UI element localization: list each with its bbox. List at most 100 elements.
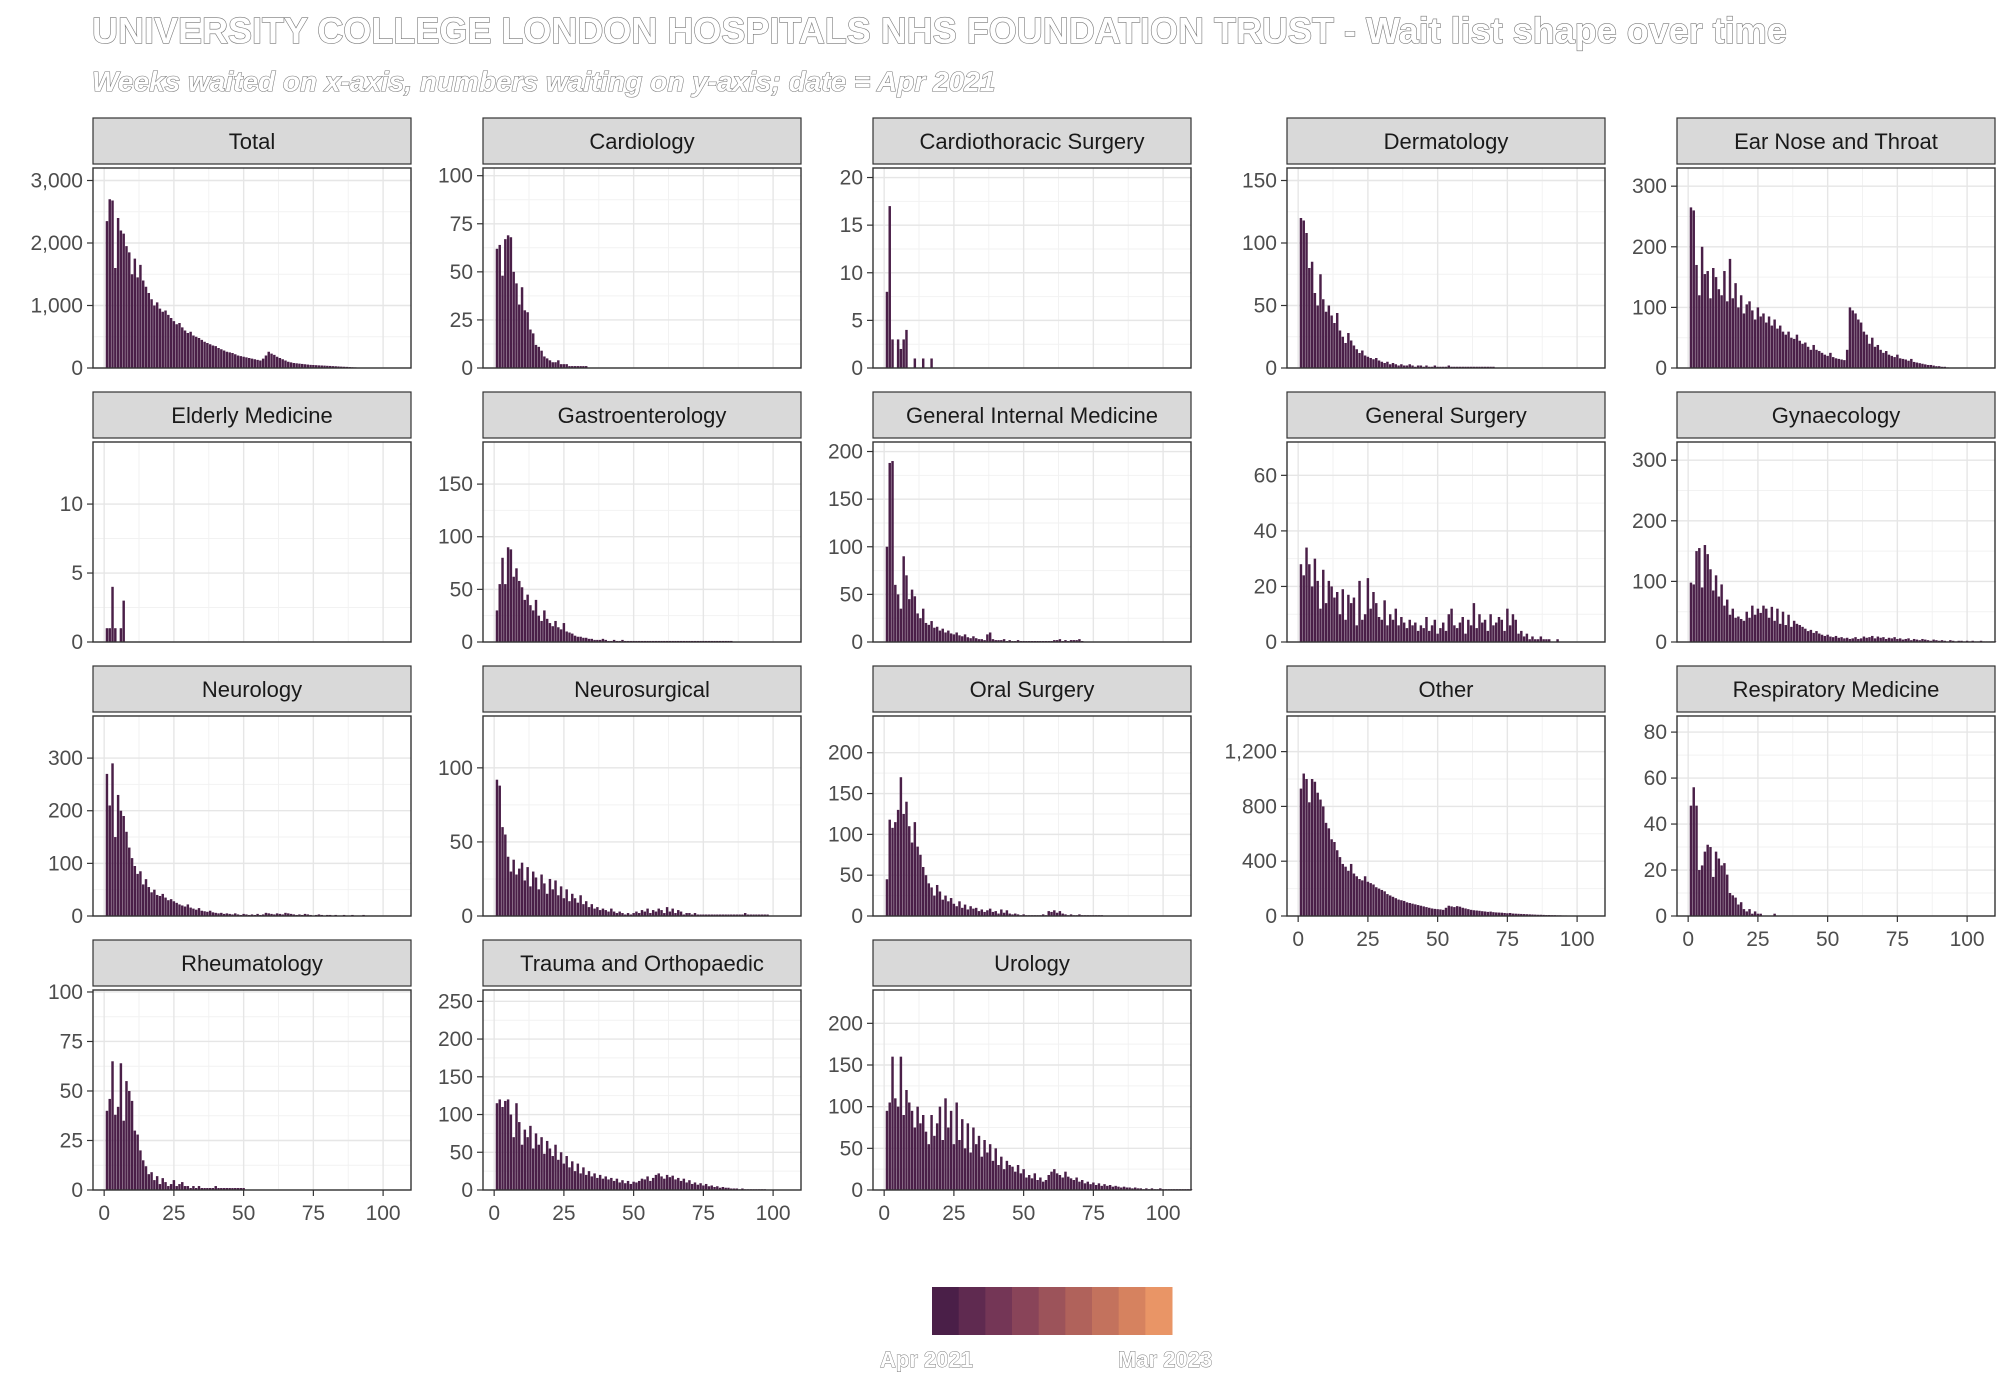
bar bbox=[1756, 608, 1760, 642]
bar bbox=[1002, 639, 1006, 642]
y-tick-label: 0 bbox=[71, 631, 83, 654]
y-tick-label: 20 bbox=[1254, 575, 1277, 598]
bar bbox=[905, 329, 908, 368]
bar bbox=[1901, 639, 1905, 642]
bar bbox=[704, 1183, 708, 1190]
bar bbox=[259, 360, 262, 368]
bar bbox=[635, 911, 638, 916]
bar bbox=[1075, 640, 1078, 642]
bar bbox=[337, 366, 340, 368]
bar bbox=[317, 914, 321, 916]
bar bbox=[531, 610, 535, 642]
bar bbox=[498, 584, 501, 642]
bar bbox=[1739, 902, 1743, 916]
bar bbox=[1439, 909, 1442, 916]
bar bbox=[1483, 911, 1487, 916]
y-tick-label: 75 bbox=[450, 213, 473, 236]
bar bbox=[896, 594, 900, 642]
y-tick-label: 150 bbox=[438, 473, 473, 496]
bar bbox=[1136, 1188, 1140, 1190]
bar bbox=[1044, 1180, 1048, 1190]
legend-swatch bbox=[958, 1287, 986, 1335]
bar bbox=[665, 1174, 669, 1190]
bar bbox=[192, 335, 195, 368]
bar bbox=[646, 908, 649, 916]
bar bbox=[1369, 883, 1372, 916]
bar bbox=[1335, 850, 1339, 916]
bar bbox=[498, 244, 501, 368]
y-tick-label: 75 bbox=[60, 1030, 83, 1053]
bar bbox=[1692, 787, 1695, 916]
bar bbox=[1949, 640, 1952, 642]
bar bbox=[133, 866, 137, 916]
bar bbox=[1748, 301, 1751, 368]
bar bbox=[1150, 1188, 1154, 1190]
bar bbox=[702, 1185, 705, 1190]
facet-label: Neurology bbox=[202, 677, 302, 702]
bar bbox=[178, 323, 181, 368]
bar bbox=[1402, 622, 1406, 642]
bar bbox=[1383, 891, 1386, 916]
bar bbox=[986, 910, 989, 916]
y-tick-label: 100 bbox=[1632, 570, 1667, 593]
bar bbox=[1125, 1187, 1129, 1190]
bar bbox=[604, 639, 607, 642]
facet-total: Total 0 1,000 2,000 3,000 bbox=[30, 117, 412, 380]
bar bbox=[1441, 622, 1445, 642]
bar bbox=[183, 1186, 187, 1190]
bar bbox=[225, 913, 229, 916]
bar bbox=[1506, 913, 1509, 916]
bar bbox=[1305, 233, 1308, 368]
bar bbox=[1497, 617, 1501, 642]
bar bbox=[1728, 258, 1732, 368]
bar bbox=[565, 364, 568, 368]
bar bbox=[732, 1188, 736, 1190]
bar bbox=[534, 344, 538, 368]
y-tick-label: 2,000 bbox=[30, 232, 83, 255]
bar bbox=[1335, 592, 1339, 642]
bar bbox=[944, 895, 947, 916]
bar bbox=[1751, 913, 1754, 916]
bar bbox=[116, 218, 120, 368]
bar bbox=[1425, 365, 1428, 368]
bar bbox=[663, 1178, 666, 1190]
bar bbox=[974, 907, 978, 916]
bar bbox=[1770, 606, 1774, 642]
bar bbox=[139, 264, 142, 368]
y-tick-label: 0 bbox=[1265, 631, 1277, 654]
bar bbox=[568, 366, 571, 368]
bar bbox=[991, 911, 995, 916]
bar bbox=[1882, 637, 1885, 642]
bar bbox=[1795, 623, 1799, 642]
facet-strip bbox=[482, 391, 802, 439]
bar bbox=[674, 1179, 677, 1190]
bar bbox=[554, 620, 557, 642]
y-tick-label: 100 bbox=[438, 757, 473, 780]
bar bbox=[1698, 548, 1701, 642]
bar bbox=[1826, 634, 1829, 642]
bar bbox=[1843, 360, 1846, 368]
facet-strip bbox=[92, 665, 412, 713]
bar bbox=[548, 878, 552, 916]
bar bbox=[972, 1127, 975, 1190]
bar bbox=[289, 362, 293, 368]
y-tick-label: 50 bbox=[60, 1080, 83, 1103]
bar bbox=[543, 883, 546, 916]
y-tick-label: 0 bbox=[851, 357, 863, 380]
bar bbox=[197, 908, 201, 916]
bar bbox=[314, 365, 318, 368]
bar bbox=[902, 1115, 905, 1190]
bar bbox=[1402, 900, 1406, 916]
bar bbox=[537, 346, 541, 368]
bar bbox=[593, 908, 596, 916]
bar bbox=[966, 909, 970, 916]
bar bbox=[961, 907, 964, 916]
bar bbox=[1751, 310, 1754, 368]
bar bbox=[495, 1103, 499, 1190]
bar bbox=[1145, 1188, 1148, 1190]
bar bbox=[169, 318, 173, 368]
y-tick-label: 60 bbox=[1254, 464, 1277, 487]
facet-gastroenterology: Gastroenterology 0 50 100 150 bbox=[438, 391, 802, 654]
y-tick-label: 20 bbox=[840, 167, 863, 190]
bar bbox=[894, 822, 897, 916]
